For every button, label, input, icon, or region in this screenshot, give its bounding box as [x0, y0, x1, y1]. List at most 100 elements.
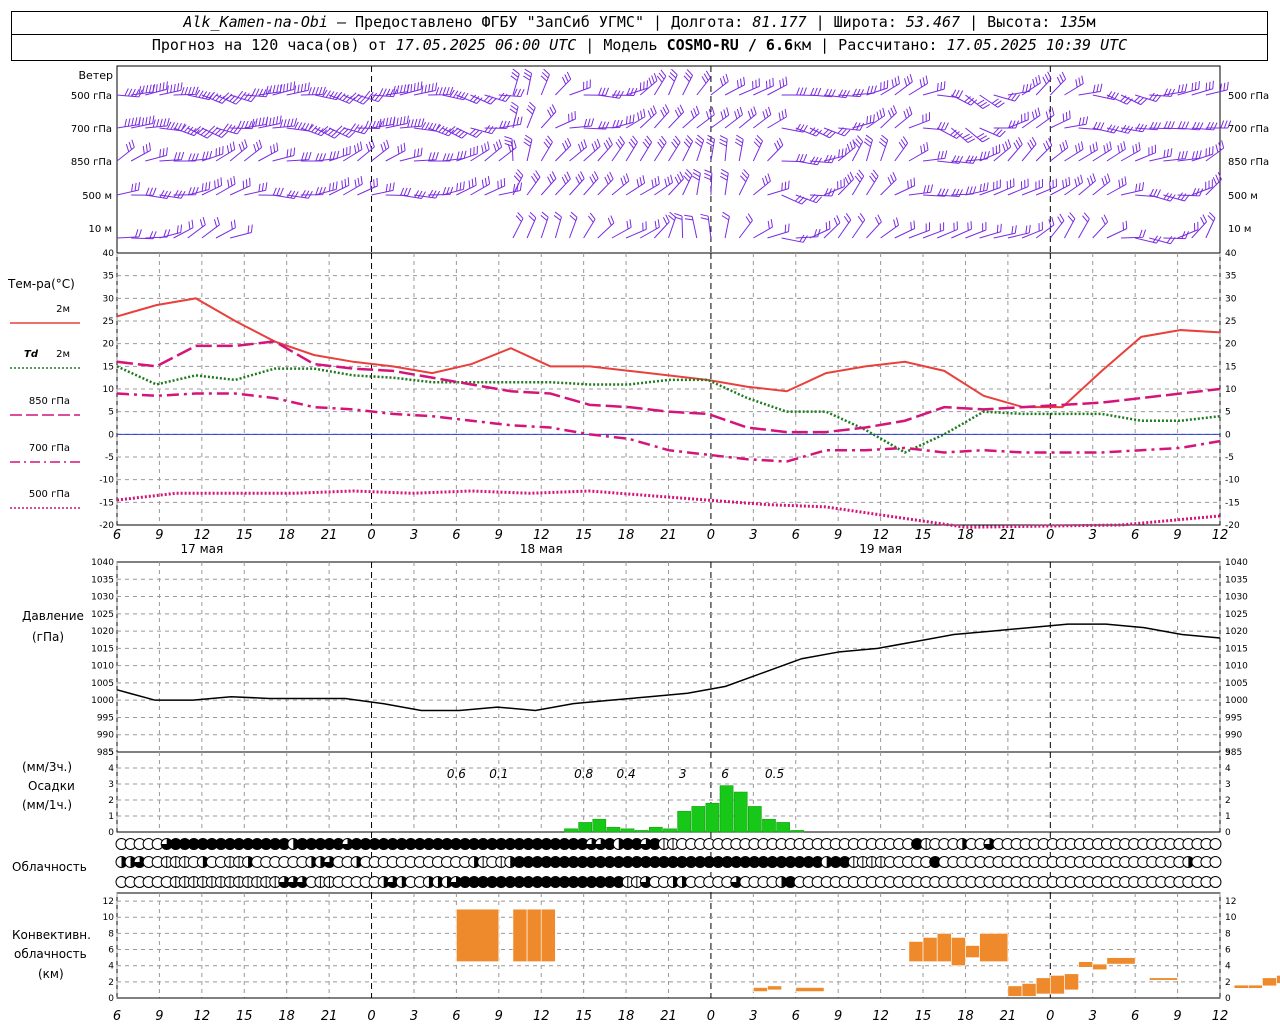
hour-label-bottom: 12 [1212, 1009, 1229, 1024]
wind-barb [767, 76, 788, 96]
precip-bar [606, 826, 621, 833]
wind-barb [795, 193, 823, 204]
precip-bar [762, 818, 776, 833]
wind-barb [838, 88, 864, 98]
wind-barb [1035, 107, 1055, 129]
wind-barb [187, 150, 213, 162]
wind-barb [484, 92, 511, 102]
wind-barb [371, 182, 395, 196]
wind-barb [979, 127, 1006, 138]
wind-level-left: 850 гПа [71, 157, 112, 168]
wind-barb [512, 169, 524, 196]
wind-barb [286, 151, 312, 162]
cloud-symbol [621, 876, 634, 888]
wind-barb [950, 127, 976, 143]
wind-barb [385, 115, 409, 129]
y-tick-left: -15 [99, 498, 114, 508]
wind-barb [244, 182, 268, 196]
wind-barb [1177, 121, 1204, 131]
y-tick-right: 5 [1225, 748, 1231, 758]
wind-barb [540, 104, 557, 129]
conv-title-2: облачность [14, 947, 87, 961]
hour-label-bottom: 15 [575, 1009, 592, 1024]
wind-barb [653, 135, 667, 162]
cloud-symbol [287, 876, 300, 888]
convective-bar [767, 985, 782, 991]
cloud-symbol [178, 876, 191, 888]
wind-barb [523, 68, 533, 96]
wind-barb [1205, 171, 1222, 196]
wind-barb [625, 80, 648, 96]
wind-barb [145, 190, 172, 199]
wind-barb [215, 176, 236, 196]
y-tick-left: 1015 [91, 644, 114, 654]
y-tick-right: 985 [1225, 748, 1242, 758]
hour-label-temp: 9 [495, 528, 503, 543]
y-tick-right: 12 [1225, 897, 1236, 907]
y-tick-left: 20 [103, 340, 115, 350]
convective-bar [540, 908, 556, 962]
y-tick-left: 8 [108, 929, 114, 939]
wind-barb [965, 127, 990, 143]
wind-barb [385, 142, 406, 162]
wind-barb [343, 92, 370, 105]
hour-label-temp: 15 [236, 528, 253, 543]
wind-barb [131, 115, 155, 129]
wind-barb [653, 69, 667, 96]
wind-barb [724, 106, 743, 129]
legend-label: 2м [56, 304, 70, 315]
wind-barb [767, 137, 784, 162]
wind-barb [908, 142, 929, 162]
wind-barb [1120, 182, 1145, 196]
wind-barbs [116, 68, 1232, 245]
convective-bar [795, 987, 825, 992]
wind-barb [526, 211, 537, 239]
wind-barb [399, 147, 423, 162]
wind-barb [823, 147, 847, 162]
wind-barb [1092, 173, 1111, 196]
hour-label-temp: 3 [410, 528, 418, 543]
wind-barb [1078, 121, 1105, 131]
wind-barb [837, 139, 856, 162]
wind-barb [413, 121, 441, 132]
hour-label-bottom: 12 [194, 1009, 211, 1024]
convective-bar [1092, 963, 1108, 971]
wind-barb [951, 221, 972, 239]
precip-total-label: 0.1 [489, 767, 508, 781]
model-label: | Модель [576, 36, 667, 54]
wind-barb [795, 87, 822, 96]
wind-barb [1035, 137, 1053, 162]
convective-bar [1035, 977, 1051, 995]
precip-total-label: 0.6 [447, 767, 466, 781]
wind-barb [357, 177, 378, 196]
wind-level-left: 700 гПа [71, 124, 112, 135]
wind-barb [1064, 116, 1089, 129]
cloud-symbol [133, 856, 146, 868]
wind-barb [823, 127, 851, 137]
wind-barb [639, 105, 657, 129]
wind-barb [540, 135, 553, 162]
cloud-three-quarter-icon [640, 838, 652, 850]
wind-barb [173, 153, 199, 162]
temp-series-line [116, 340, 1221, 434]
wind-barb [795, 156, 822, 166]
cloud-three-quarter-icon [387, 876, 399, 888]
wind-barb [1064, 141, 1084, 162]
cloud-title: Облачность [12, 860, 87, 874]
wind-barb [1120, 123, 1148, 133]
hour-label-bottom: 21 [1000, 1009, 1017, 1024]
wind-barb [1007, 224, 1031, 239]
y-tick-right: 0 [1225, 828, 1231, 838]
wind-barb [173, 86, 199, 96]
wind-barb [936, 221, 958, 239]
wind-barb [937, 155, 964, 164]
cloud-symbol [1209, 876, 1222, 888]
y-tick-left: 990 [97, 731, 114, 741]
wind-barb [653, 214, 670, 239]
wind-barb [1106, 176, 1127, 196]
wind-barb [696, 106, 715, 129]
y-tick-right: 1010 [1225, 662, 1248, 672]
cloud-symbol [278, 876, 291, 888]
y-tick-right: 1020 [1225, 627, 1248, 637]
hour-label-temp: 9 [155, 528, 163, 543]
